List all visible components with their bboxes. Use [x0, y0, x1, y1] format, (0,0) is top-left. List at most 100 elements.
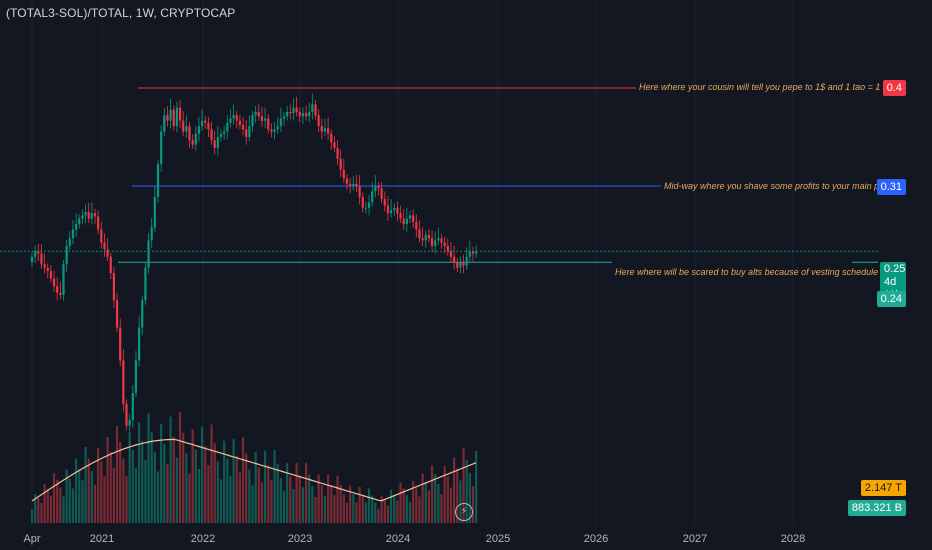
candle-body — [153, 196, 156, 228]
x-tick-label: 2022 — [190, 533, 216, 545]
candle-body — [453, 256, 456, 263]
candle-body — [386, 205, 390, 214]
volume-bar — [405, 494, 408, 523]
volume-bar — [267, 465, 270, 523]
volume-bar — [245, 453, 248, 523]
volume-bar — [160, 424, 163, 523]
candle-body — [156, 164, 160, 197]
volume-bar — [292, 488, 295, 523]
volume-bar — [317, 474, 320, 523]
volume-bar — [175, 457, 178, 523]
x-tick-label: 2024 — [385, 533, 411, 545]
candle-body — [257, 111, 260, 117]
volume-bar — [119, 442, 122, 523]
volume-bar — [456, 468, 459, 523]
volume-bar — [141, 440, 144, 523]
volume-bar — [87, 458, 90, 523]
volume-bar — [46, 489, 49, 523]
volume-bar — [449, 487, 453, 523]
volume-bar — [380, 496, 383, 523]
candle-body — [399, 213, 402, 219]
volume-bar — [97, 447, 100, 523]
annotation-mid[interactable]: Mid-way where you shave some profits to … — [664, 181, 893, 191]
candle-body — [286, 111, 289, 117]
volume-bar — [131, 449, 134, 523]
candle-body — [194, 133, 197, 145]
volume-bar — [270, 479, 273, 523]
candle-body — [226, 122, 229, 132]
candle-body — [295, 107, 298, 112]
volume-bar — [43, 484, 46, 523]
volume-bar — [34, 494, 37, 523]
candle-body — [163, 115, 166, 132]
volume-bar — [147, 413, 150, 523]
volume-bar — [295, 462, 298, 523]
volume-bar — [40, 502, 43, 523]
volume-bar — [418, 496, 421, 523]
candle-body — [78, 218, 81, 225]
candle-body — [128, 420, 131, 426]
volume-bar — [327, 474, 330, 523]
volume-bar — [374, 502, 377, 523]
candle-body — [178, 107, 182, 121]
volume-bar — [128, 432, 131, 523]
candle-body — [408, 215, 412, 219]
price-tag-green: 0.24 — [876, 291, 906, 307]
volume-bar — [390, 489, 393, 523]
volume-bar — [386, 505, 390, 523]
candle-body — [238, 120, 241, 126]
candle-body — [402, 218, 405, 225]
volume-bar — [90, 471, 93, 523]
volume-bar — [427, 490, 430, 523]
volume-bar — [371, 495, 374, 523]
annotation-top[interactable]: Here where your cousin will tell you pep… — [639, 82, 895, 92]
candle-body — [276, 126, 279, 130]
candle-body — [380, 188, 383, 200]
volume-bar — [301, 487, 304, 523]
candle-body — [122, 360, 125, 404]
volume-bar — [336, 475, 339, 523]
x-tick-label: 2028 — [780, 533, 806, 545]
candle-body — [62, 264, 65, 295]
volume-bar — [311, 486, 314, 523]
candles — [30, 93, 478, 432]
volume-bar — [304, 462, 308, 523]
volume-bar — [30, 509, 34, 523]
volume-bar — [443, 466, 446, 523]
volume-bar — [65, 469, 68, 523]
volume-bar — [377, 508, 380, 523]
volume-bar — [437, 483, 440, 523]
candle-body — [449, 251, 453, 257]
volume-bar — [115, 426, 119, 523]
candle-body — [216, 137, 219, 148]
price-tag-blue: 0.31 — [876, 179, 906, 195]
x-tick-label: 2023 — [287, 533, 313, 545]
candle-body — [327, 128, 330, 134]
candle-body — [396, 207, 399, 214]
volume-bar — [150, 432, 153, 523]
candle-body — [245, 129, 248, 137]
volume-bar — [367, 488, 371, 523]
candle-body — [172, 109, 175, 127]
candle-body — [424, 235, 427, 241]
volume-bar — [459, 480, 462, 523]
lightning-icon[interactable]: ⚡ — [455, 503, 473, 521]
volume-bar — [323, 495, 327, 523]
volume-bar — [156, 471, 160, 523]
candle-body — [213, 140, 216, 148]
candle-body — [405, 218, 408, 225]
volume-bar — [453, 457, 456, 523]
candle-body — [301, 113, 304, 117]
volume-bar — [320, 485, 323, 523]
volume-bar — [421, 473, 424, 523]
volume-bar — [434, 474, 437, 523]
candle-body — [131, 392, 134, 421]
annotation-low[interactable]: Here where will be scared to buy alts be… — [615, 267, 901, 277]
volume-bar — [235, 455, 238, 523]
volume-bar — [100, 461, 103, 523]
volume-bar — [358, 486, 361, 523]
candle-body — [371, 191, 374, 203]
volume-bar — [241, 437, 245, 523]
candle-body — [430, 238, 434, 246]
